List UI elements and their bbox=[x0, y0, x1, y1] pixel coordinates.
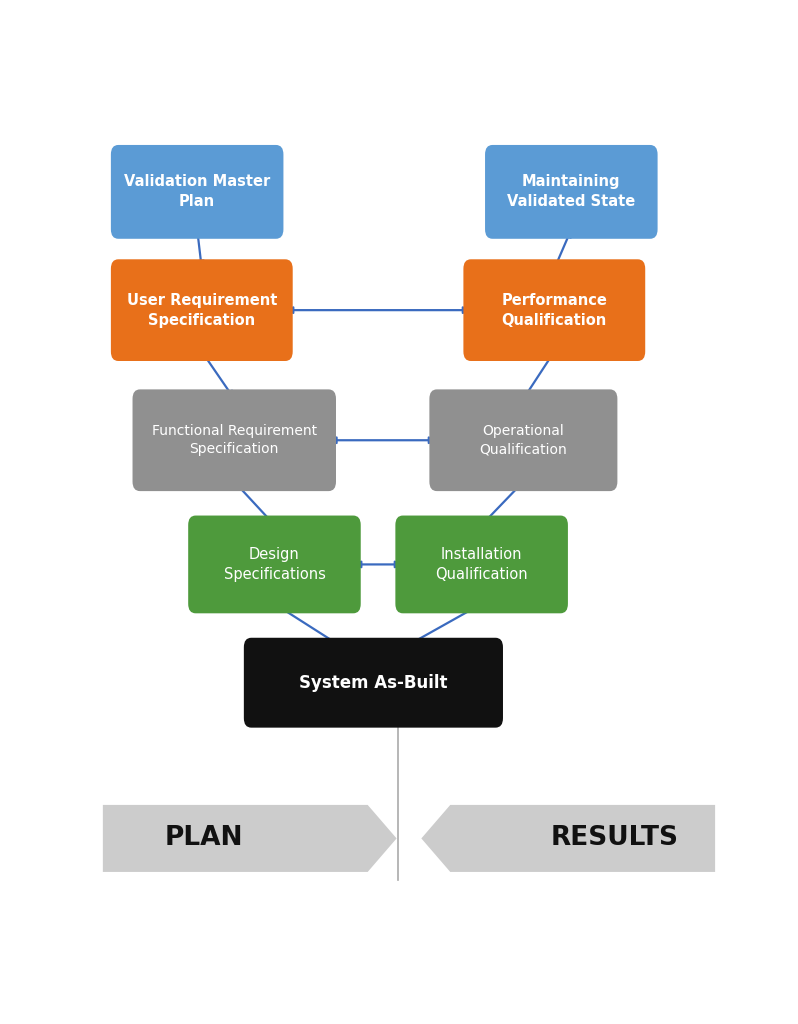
FancyBboxPatch shape bbox=[464, 259, 646, 361]
FancyBboxPatch shape bbox=[111, 145, 283, 239]
Text: Maintaining
Validated State: Maintaining Validated State bbox=[508, 174, 635, 209]
Text: PLAN: PLAN bbox=[164, 825, 243, 851]
Text: Performance
Qualification: Performance Qualification bbox=[501, 293, 607, 328]
Text: Functional Requirement
Specification: Functional Requirement Specification bbox=[152, 424, 317, 457]
Polygon shape bbox=[103, 805, 397, 872]
Text: Operational
Qualification: Operational Qualification bbox=[480, 424, 567, 457]
Text: Design
Specifications: Design Specifications bbox=[223, 547, 326, 582]
FancyBboxPatch shape bbox=[244, 638, 503, 728]
Polygon shape bbox=[421, 805, 715, 872]
FancyBboxPatch shape bbox=[429, 389, 618, 492]
Text: RESULTS: RESULTS bbox=[551, 825, 678, 851]
Text: User Requirement
Specification: User Requirement Specification bbox=[127, 293, 277, 328]
Text: System As-Built: System As-Built bbox=[299, 674, 448, 691]
FancyBboxPatch shape bbox=[132, 389, 336, 492]
FancyBboxPatch shape bbox=[188, 515, 361, 613]
Text: Installation
Qualification: Installation Qualification bbox=[436, 547, 528, 582]
FancyBboxPatch shape bbox=[111, 259, 293, 361]
FancyBboxPatch shape bbox=[485, 145, 658, 239]
Text: Validation Master
Plan: Validation Master Plan bbox=[124, 174, 271, 209]
FancyBboxPatch shape bbox=[395, 515, 568, 613]
